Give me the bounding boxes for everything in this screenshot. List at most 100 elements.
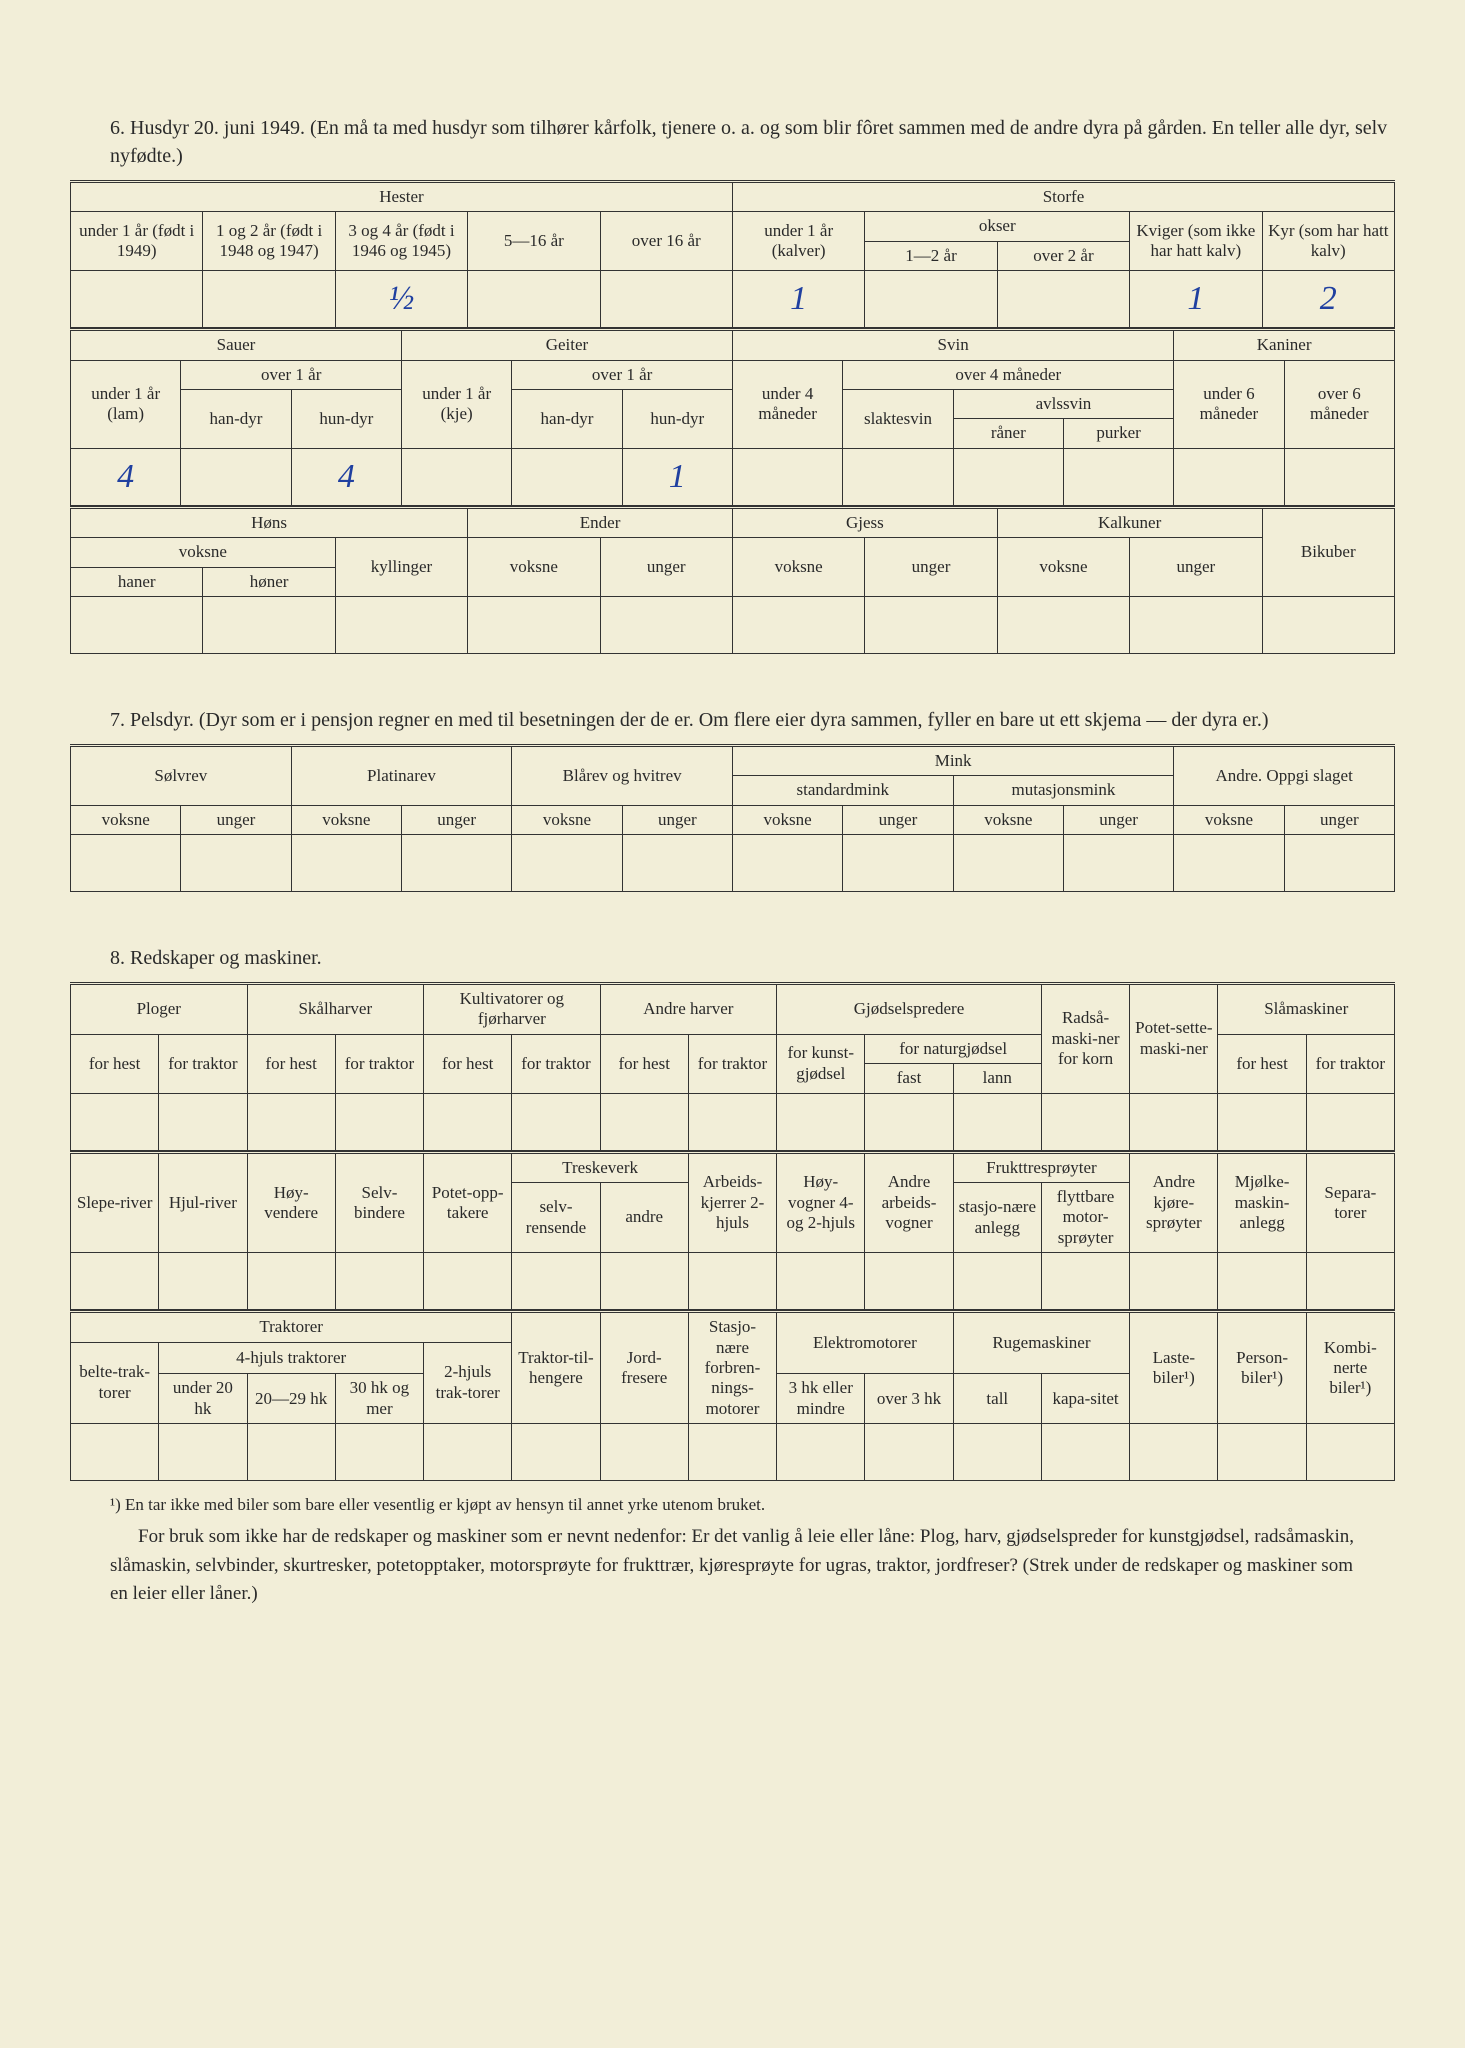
hand-value: 4 xyxy=(338,458,355,495)
fortraktor: for traktor xyxy=(512,1034,600,1093)
cell xyxy=(1284,835,1394,892)
cell: ½ xyxy=(335,271,467,328)
footnote: ¹) En tar ikke med biler som bare eller … xyxy=(110,1495,1395,1515)
geiter-kje: under 1 år (kje) xyxy=(401,360,511,448)
flytt: flyttbare motor-sprøyter xyxy=(1041,1183,1129,1253)
svin-group: Svin xyxy=(732,330,1173,360)
table-hester-storfe: Hester Storfe under 1 år (født i 1949) 1… xyxy=(70,180,1395,328)
cell xyxy=(865,1093,953,1150)
hand-value: ½ xyxy=(389,280,415,317)
forhest: for hest xyxy=(247,1034,335,1093)
hand-value: 4 xyxy=(117,458,134,495)
cell xyxy=(600,1424,688,1481)
e3: 3 hk eller mindre xyxy=(777,1374,865,1424)
jord: Jord-fresere xyxy=(600,1312,688,1424)
cell xyxy=(247,1424,335,1481)
forhest: for hest xyxy=(600,1034,688,1093)
cell xyxy=(335,1253,423,1310)
section7-heading: 7. Pelsdyr. (Dyr som er i pensjon regner… xyxy=(110,706,1395,734)
cell xyxy=(997,271,1129,328)
hons-haner: haner xyxy=(71,567,203,596)
cell xyxy=(468,596,600,653)
cell xyxy=(1041,1253,1129,1310)
hjul2: 2-hjuls trak-torer xyxy=(424,1342,512,1424)
svin-slakt: slaktesvin xyxy=(843,389,953,448)
table-redskaper-2: Slepe-river Hjul-river Høy-vendere Selv-… xyxy=(70,1151,1395,1311)
platinarev: Platinarev xyxy=(291,745,512,805)
a2029: 20—29 hk xyxy=(247,1374,335,1424)
hand-value: 1 xyxy=(669,458,686,495)
cell xyxy=(401,448,511,505)
natur: for naturgjødsel xyxy=(865,1034,1042,1063)
cell xyxy=(1306,1424,1394,1481)
cell xyxy=(512,835,622,892)
hoyvogn: Høy-vogner 4- og 2-hjuls xyxy=(777,1152,865,1253)
cell xyxy=(468,271,600,328)
u: unger xyxy=(622,805,732,834)
cell xyxy=(1130,1424,1218,1481)
fast: fast xyxy=(865,1064,953,1093)
kalkuner-unger: unger xyxy=(1130,538,1262,597)
cell xyxy=(1130,1093,1218,1150)
andre: Andre. Oppgi slaget xyxy=(1174,745,1395,805)
cell xyxy=(1218,1093,1306,1150)
cell xyxy=(732,835,842,892)
cell xyxy=(777,1093,865,1150)
hester-516: 5—16 år xyxy=(468,212,600,271)
v: voksne xyxy=(732,805,842,834)
cell xyxy=(512,1093,600,1150)
kalkuner-voksne: voksne xyxy=(997,538,1129,597)
hand-value: 2 xyxy=(1320,280,1337,317)
svin-o4: over 4 måneder xyxy=(843,360,1174,389)
cell xyxy=(424,1424,512,1481)
cell xyxy=(1284,448,1394,505)
closing-paragraph: For bruk som ikke har de redskaper og ma… xyxy=(110,1523,1355,1609)
u: unger xyxy=(401,805,511,834)
solvrev: Sølvrev xyxy=(71,745,292,805)
table-redskaper-3: Traktorer Traktor-til-hengere Jord-frese… xyxy=(70,1310,1395,1481)
cell xyxy=(335,596,467,653)
hons-honer: høner xyxy=(203,567,335,596)
andre: andre xyxy=(600,1183,688,1253)
gjess-unger: unger xyxy=(865,538,997,597)
v: voksne xyxy=(71,805,181,834)
hand-value: 1 xyxy=(1187,280,1204,317)
table-redskaper-1: Ploger Skålharver Kultivatorer og fjørha… xyxy=(70,982,1395,1151)
tilheng: Traktor-til-hengere xyxy=(512,1312,600,1424)
storfe-group: Storfe xyxy=(732,182,1394,212)
stdmink: standardmink xyxy=(732,776,953,805)
eo3: over 3 hk xyxy=(865,1374,953,1424)
cell xyxy=(159,1093,247,1150)
cell xyxy=(1174,835,1284,892)
stasjo: stasjo-nære anlegg xyxy=(953,1183,1041,1253)
cell xyxy=(512,448,622,505)
cell xyxy=(203,596,335,653)
gjodsel: Gjødselspredere xyxy=(777,984,1042,1035)
sauer-hun: hun-dyr xyxy=(291,389,401,448)
sauer-o1: over 1 år xyxy=(181,360,402,389)
fortraktor: for traktor xyxy=(688,1034,776,1093)
cell xyxy=(732,448,842,505)
cell xyxy=(1262,596,1394,653)
ender-group: Ender xyxy=(468,507,733,537)
table-sauer-geiter-svin-kaniner: Sauer Geiter Svin Kaniner under 1 år (la… xyxy=(70,328,1395,506)
v: voksne xyxy=(512,805,622,834)
andreharver: Andre harver xyxy=(600,984,777,1035)
ruge: Rugemaskiner xyxy=(953,1312,1130,1374)
cell xyxy=(1063,448,1173,505)
ploger: Ploger xyxy=(71,984,248,1035)
hons-group: Høns xyxy=(71,507,468,537)
fortraktor: for traktor xyxy=(159,1034,247,1093)
section8-heading: 8. Redskaper og maskiner. xyxy=(110,944,1395,972)
kultiv: Kultivatorer og fjørharver xyxy=(424,984,601,1035)
person: Person-biler¹) xyxy=(1218,1312,1306,1424)
separa: Separa-torer xyxy=(1306,1152,1394,1253)
hester-o16: over 16 år xyxy=(600,212,732,271)
cell xyxy=(159,1253,247,1310)
cell xyxy=(71,1253,159,1310)
sauer-han: han-dyr xyxy=(181,389,291,448)
cell xyxy=(843,835,953,892)
u: unger xyxy=(843,805,953,834)
cell xyxy=(71,271,203,328)
hester-12: 1 og 2 år (født i 1948 og 1947) xyxy=(203,212,335,271)
